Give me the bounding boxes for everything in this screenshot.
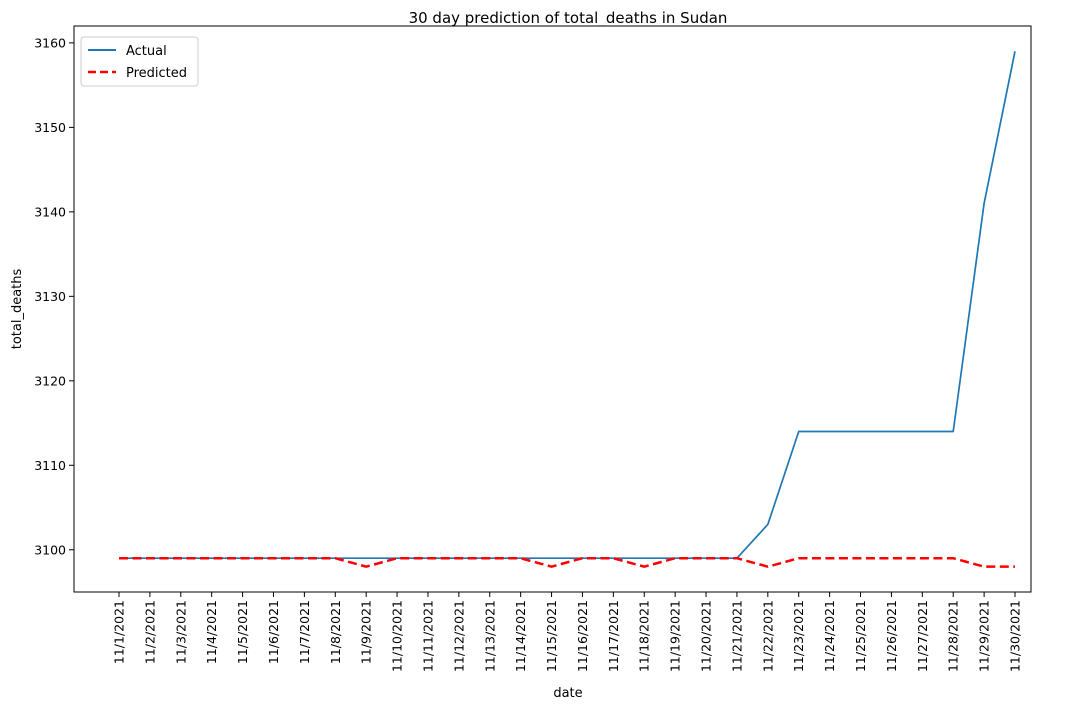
x-tick-label: 11/14/2021	[513, 600, 528, 672]
y-tick-label: 3110	[34, 458, 66, 473]
x-tick-label: 11/6/2021	[266, 600, 281, 664]
x-tick-label: 11/23/2021	[791, 600, 806, 672]
x-axis: 11/1/2021 11/2/2021 11/3/2021 11/4/2021 11/5…	[112, 592, 1023, 672]
plot-area	[73, 25, 1032, 593]
y-axis-label: total_deaths	[10, 269, 25, 350]
x-tick-label: 11/2/2021	[142, 600, 157, 664]
x-tick-label: 11/26/2021	[884, 600, 899, 672]
x-tick-label: 11/20/2021	[699, 600, 714, 672]
x-tick-label: 11/1/2021	[112, 600, 127, 664]
x-tick-label: 11/19/2021	[668, 600, 683, 672]
x-tick-label: 11/24/2021	[822, 600, 837, 672]
legend-label-predicted: Predicted	[126, 66, 187, 81]
x-tick-label: 11/15/2021	[544, 600, 559, 672]
x-tick-label: 11/9/2021	[359, 600, 374, 664]
x-tick-label: 11/5/2021	[235, 600, 250, 664]
x-tick-label: 11/10/2021	[390, 600, 405, 672]
x-tick-label: 11/28/2021	[946, 600, 961, 672]
y-tick-label: 3150	[34, 120, 66, 135]
x-tick-label: 11/27/2021	[915, 600, 930, 672]
x-tick-label: 11/22/2021	[760, 600, 775, 672]
y-tick-label: 3130	[34, 289, 66, 304]
series-line-predicted	[119, 556, 1015, 568]
x-tick-label: 11/29/2021	[977, 600, 992, 672]
x-tick-label: 11/11/2021	[420, 600, 435, 672]
legend-label-actual: Actual	[126, 44, 167, 59]
x-tick-label: 11/4/2021	[204, 600, 219, 664]
x-tick-label: 11/12/2021	[451, 600, 466, 672]
y-tick-label: 3100	[34, 542, 66, 557]
x-tick-label: 11/7/2021	[297, 600, 312, 664]
x-tick-label: 11/17/2021	[606, 600, 621, 672]
y-tick-label: 3140	[34, 204, 66, 219]
x-axis-label: date	[553, 686, 582, 701]
y-axis: 3100 3110 3120 3130 3140 3150 3160	[34, 35, 74, 557]
y-tick-label: 3120	[34, 373, 66, 388]
x-tick-label: 11/21/2021	[729, 600, 744, 672]
y-tick-label: 3160	[34, 35, 66, 50]
x-tick-label: 11/13/2021	[482, 600, 497, 672]
x-tick-label: 11/30/2021	[1008, 600, 1023, 672]
x-tick-label: 11/3/2021	[173, 600, 188, 664]
x-tick-label: 11/25/2021	[853, 600, 868, 672]
x-tick-label: 11/18/2021	[637, 600, 652, 672]
chart-title: 30 day prediction of total_deaths in Sud…	[409, 9, 728, 28]
x-tick-label: 11/16/2021	[575, 600, 590, 672]
x-tick-label: 11/8/2021	[328, 600, 343, 664]
series-layer	[119, 51, 1016, 568]
legend: Actual Predicted	[80, 36, 199, 87]
